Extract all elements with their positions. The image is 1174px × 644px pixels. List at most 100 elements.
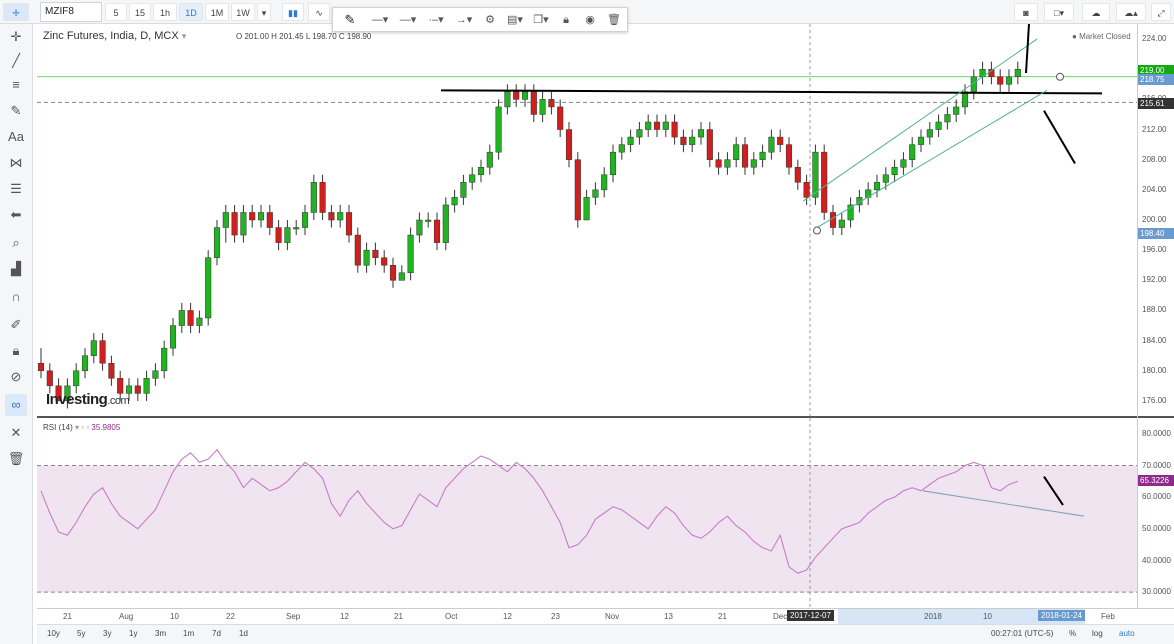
interval-1w[interactable]: 1W (231, 3, 255, 21)
cloud-load-icon[interactable]: ☁ (1082, 3, 1110, 21)
candle (574, 159, 581, 221)
layout-icon[interactable]: □▾ (1044, 3, 1074, 21)
rsi-pane[interactable] (37, 418, 1137, 608)
pencil-icon[interactable]: ✎ (344, 12, 356, 27)
interval-1h[interactable]: 1h (153, 3, 177, 21)
camera-icon[interactable]: ◙ (1014, 3, 1038, 21)
back-arrow-icon[interactable]: ⬅ (10, 207, 22, 222)
percent-toggle[interactable]: % (1069, 629, 1077, 638)
range-5y[interactable]: 5y (77, 629, 86, 638)
candle (750, 159, 757, 168)
line-style-dash-dot-icon[interactable]: ·–▾ (428, 14, 444, 26)
chart-title-text: Zinc Futures, India, D, MCX (43, 30, 179, 42)
time-axis-label: 13 (664, 612, 673, 621)
rsi-axis-label: 80.0000 (1142, 428, 1171, 438)
copy-icon[interactable]: ❐▾ (533, 14, 549, 26)
rsi-dropdown-icon[interactable]: ▾ ▫ ▫ (75, 423, 90, 432)
brush-icon[interactable]: ✎ (10, 103, 22, 118)
candle (689, 136, 696, 145)
eye-off-icon[interactable]: ⊘ (10, 369, 22, 384)
interval-1d[interactable]: 1D (179, 3, 203, 21)
pane-separator[interactable] (37, 416, 1174, 418)
range-1y[interactable]: 1y (129, 629, 138, 638)
interval-15[interactable]: 15 (129, 3, 151, 21)
log-toggle[interactable]: log (1092, 629, 1103, 638)
rsi-divergence-line (922, 490, 1085, 517)
candle (442, 204, 449, 243)
auto-toggle[interactable]: auto (1119, 629, 1135, 638)
range-3y[interactable]: 3y (103, 629, 112, 638)
candle (803, 182, 810, 198)
rsi-legend: RSI (14) ▾ ▫ ▫ 35.9805 (43, 423, 120, 432)
pattern-icon[interactable]: ⋈ (9, 155, 23, 170)
fullscreen-icon[interactable]: ⤢ (1151, 3, 1171, 21)
price-chart[interactable] (37, 24, 1137, 416)
annotation-stroke-down (1043, 110, 1076, 164)
compare-icon[interactable]: ∿ (308, 3, 330, 21)
price-tag: 218.75 (1138, 74, 1174, 86)
line-style-solid-icon[interactable]: —▾ (371, 14, 389, 26)
range-1m[interactable]: 1m (183, 629, 195, 638)
candle (477, 166, 485, 176)
time-axis-label: 10 (983, 612, 992, 621)
gear-icon[interactable]: ⚙ (485, 14, 495, 26)
rsi-line (40, 448, 1018, 574)
lock-icon[interactable]: 🔒︎ (12, 343, 20, 358)
line-style-medium-icon[interactable]: —▾ (399, 14, 417, 26)
candle (838, 219, 845, 228)
candle (882, 174, 889, 183)
range-7d[interactable]: 7d (212, 629, 221, 638)
measure-icon[interactable]: ▟ (11, 261, 21, 276)
candle (697, 129, 705, 138)
lock-icon[interactable]: 🔒︎ (563, 14, 569, 26)
range-3m[interactable]: 3m (155, 629, 167, 638)
trash-icon[interactable]: 🗑︎ (607, 14, 621, 26)
fib-icon[interactable]: ☰ (10, 181, 22, 196)
link-icon[interactable]: ∞ (5, 394, 27, 416)
annotation-stroke-up (1025, 24, 1030, 74)
trend-line-icon[interactable]: ╱ (12, 53, 20, 68)
time-axis-label: Nov (605, 612, 620, 621)
zoom-icon[interactable]: ⌕ (12, 235, 20, 250)
candle (680, 136, 687, 145)
candle (777, 136, 784, 145)
horizontal-lines-icon[interactable]: ≡ (12, 77, 20, 92)
candle (284, 227, 291, 243)
time-axis-label: 12 (503, 612, 512, 621)
legend-dropdown-icon[interactable]: ▾ (181, 31, 187, 41)
trash-icon[interactable]: 🗑︎ (7, 451, 25, 466)
anchor-point-low (813, 226, 821, 235)
interval-5[interactable]: 5 (105, 3, 127, 21)
cloud-save-icon[interactable]: ☁▴ (1116, 3, 1146, 21)
line-style-arrow-icon[interactable]: →▾ (455, 14, 473, 26)
text-icon[interactable]: Aa (8, 129, 24, 144)
candle (178, 310, 185, 326)
interval-1m[interactable]: 1M (205, 3, 229, 21)
price-axis[interactable]: 224.00220.00216.00212.00208.00204.00200.… (1137, 24, 1174, 608)
range-10y[interactable]: 10y (47, 629, 60, 638)
candle (618, 144, 625, 153)
stack-icon[interactable]: ▤▾ (507, 14, 523, 26)
candles-icon[interactable]: ▮▮ (282, 3, 304, 21)
candle (1014, 68, 1021, 78)
candle (275, 227, 282, 243)
candle (363, 249, 370, 266)
time-range-selection[interactable] (838, 609, 1085, 624)
range-1d[interactable]: 1d (239, 629, 248, 638)
crosshair-icon[interactable]: ✛ (3, 3, 29, 21)
symbol-input[interactable]: MZIF8 (40, 2, 102, 22)
logo-suffix: .com (107, 395, 130, 407)
candle (627, 136, 634, 145)
magnet-icon[interactable]: ∩ (11, 289, 21, 304)
candle (169, 325, 177, 349)
candle (521, 91, 529, 100)
candle (416, 219, 423, 236)
anchor-point-high (1056, 72, 1064, 81)
crosshair-icon[interactable]: ✛ (10, 29, 22, 44)
candle (310, 182, 317, 213)
time-axis[interactable]: 21 Aug 10 22 Sep 12 21 Oct 12 23 Nov 13 21 Dec 2018 10 F… (37, 608, 1174, 624)
interval-dropdown-icon[interactable]: ▾ (257, 3, 271, 21)
ruler-cross-icon[interactable]: ✕ (10, 425, 22, 440)
eye-icon[interactable]: ◉ (585, 14, 595, 26)
pencil-lock-icon[interactable]: ✐ (10, 317, 22, 332)
